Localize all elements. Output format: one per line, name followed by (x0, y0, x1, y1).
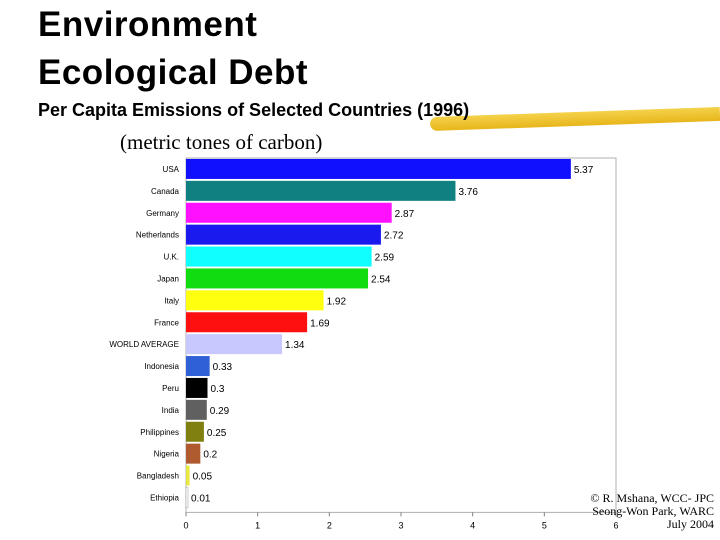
x-tick-label: 6 (613, 520, 618, 530)
bar (186, 356, 210, 377)
credit-line-2: Seong-Won Park, WARC (592, 504, 714, 518)
value-label: 0.01 (191, 493, 211, 504)
category-label: Ethiopia (150, 493, 179, 502)
category-label: Peru (162, 384, 179, 393)
category-label: France (154, 318, 179, 327)
category-label: Netherlands (136, 231, 179, 240)
x-tick-label: 1 (255, 520, 260, 530)
category-label: U.K. (163, 253, 179, 262)
value-label: 3.76 (458, 187, 478, 198)
value-label: 0.33 (213, 362, 233, 373)
category-label: Indonesia (144, 362, 179, 371)
bar (186, 180, 456, 201)
title-line-1: Environment (38, 5, 258, 44)
value-label: 2.54 (371, 274, 391, 285)
x-tick-label: 0 (183, 520, 188, 530)
credit-line-1: © R. Mshana, WCC- JPC (590, 491, 714, 505)
bar (186, 421, 204, 442)
value-label: 5.37 (574, 165, 594, 176)
unit-label: (metric tones of carbon) (120, 130, 323, 154)
category-label: Nigeria (154, 450, 180, 459)
bar (186, 290, 324, 311)
category-label: India (162, 406, 180, 415)
bar (186, 334, 283, 355)
value-label: 0.05 (193, 472, 213, 483)
category-label: Japan (157, 274, 179, 283)
value-label: 0.25 (207, 428, 227, 439)
bar (186, 399, 207, 420)
highlight-stripe (429, 106, 720, 132)
value-label: 2.87 (395, 209, 415, 220)
category-label: Bangladesh (137, 472, 179, 481)
bar (186, 312, 308, 333)
credit-line-3: July 2004 (666, 517, 714, 531)
x-tick-label: 5 (542, 520, 547, 530)
bar (186, 158, 571, 179)
category-label: Italy (164, 296, 179, 305)
bar (186, 246, 372, 267)
title-line-2: Ecological Debt (38, 53, 309, 92)
category-label: Germany (146, 209, 179, 218)
value-label: 1.34 (285, 340, 305, 351)
bar (186, 224, 381, 245)
value-label: 0.29 (210, 406, 230, 417)
bar (186, 443, 201, 464)
x-tick-label: 3 (398, 520, 403, 530)
category-label: WORLD AVERAGE (109, 340, 179, 349)
value-label: 2.59 (375, 253, 395, 264)
value-label: 0.3 (211, 384, 225, 395)
category-label: USA (163, 165, 180, 174)
value-label: 1.92 (327, 296, 347, 307)
value-label: 0.2 (203, 450, 217, 461)
subtitle: Per Capita Emissions of Selected Countri… (38, 100, 470, 120)
bar (185, 487, 189, 508)
category-label: Canada (151, 187, 180, 196)
x-tick-label: 4 (470, 520, 475, 530)
bar (186, 377, 208, 398)
bar (186, 465, 190, 486)
value-label: 1.69 (310, 318, 330, 329)
value-label: 2.72 (384, 231, 404, 242)
emissions-bar-chart: USA 5.37 Canada 3.76 Germany 2.87 Netherlands 2… (109, 157, 619, 530)
bar (186, 268, 369, 289)
x-tick-label: 2 (327, 520, 332, 530)
credit-block: © R. Mshana, WCC- JPC Seong-Won Park, WA… (584, 492, 714, 531)
bar (186, 202, 392, 223)
category-label: Philippines (140, 428, 179, 437)
